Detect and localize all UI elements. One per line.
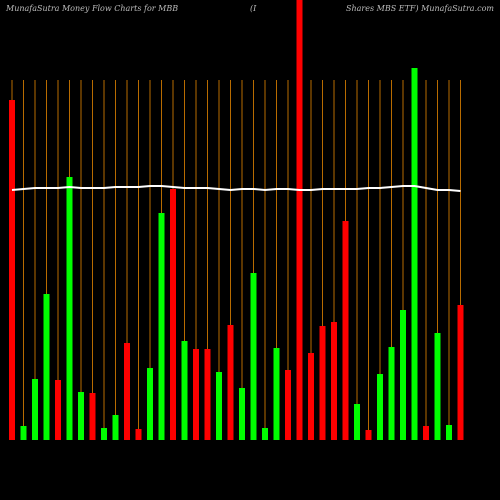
bar [124, 343, 130, 440]
money-flow-line [11, 185, 461, 192]
bar [101, 428, 107, 440]
bar [365, 430, 372, 440]
bar [308, 353, 314, 440]
bar [43, 294, 50, 440]
bar [216, 372, 222, 440]
bar [32, 379, 38, 440]
bar [273, 348, 280, 440]
bar [9, 100, 15, 440]
bar [388, 347, 395, 440]
bar [457, 305, 464, 440]
bar [434, 333, 441, 440]
bar [204, 349, 211, 440]
bar [239, 388, 245, 440]
bar [285, 370, 291, 440]
bar [319, 326, 326, 440]
bar [400, 310, 406, 440]
bar [250, 273, 257, 440]
bar [342, 221, 349, 440]
bar [147, 368, 153, 440]
bar [193, 349, 199, 440]
bar [89, 393, 96, 440]
chart-title: MunafaSutra Money Flow Charts for MBB [5, 4, 178, 13]
bar [158, 213, 165, 440]
bar [112, 415, 119, 440]
bar [423, 426, 429, 440]
bar [135, 429, 142, 440]
bar [411, 68, 418, 440]
bar [296, 0, 303, 440]
bar [377, 374, 383, 440]
bar [66, 177, 73, 440]
chart-title: Shares MBS ETF) MunafaSutra.com [346, 4, 494, 13]
bar [354, 404, 360, 440]
bar [331, 322, 337, 440]
bar [20, 426, 27, 440]
bar [446, 425, 452, 440]
bar [170, 189, 176, 440]
bar [78, 392, 84, 440]
bar [55, 380, 61, 440]
bar [227, 325, 234, 440]
bar [262, 428, 268, 440]
bar [181, 341, 188, 440]
chart-title: (I [250, 4, 257, 13]
